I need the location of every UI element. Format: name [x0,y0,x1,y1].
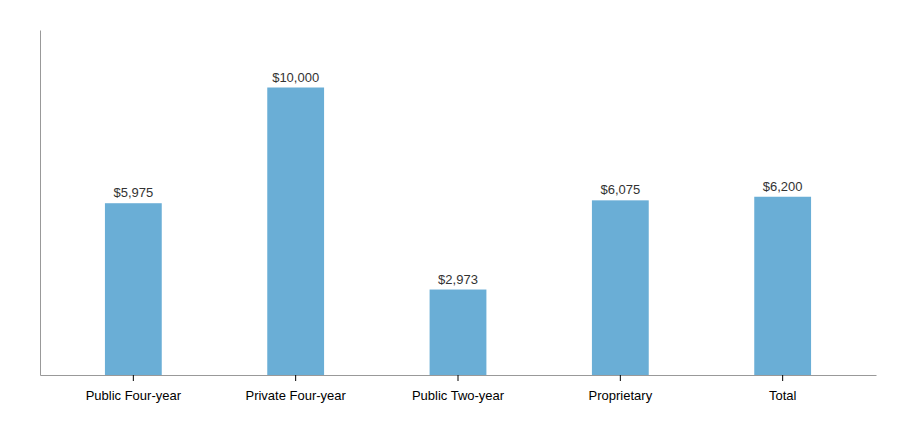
y-axis-line [40,31,41,376]
x-axis: Public Four-year Private Four-year Public … [41,375,877,403]
data-label: $2,973 [438,272,478,287]
data-label: $6,200 [763,179,803,194]
bar [105,203,162,375]
chart: Public Four-year Private Four-year Public … [0,0,900,425]
bar [430,290,487,375]
x-tick: Total [769,375,797,403]
x-tick-mark [133,375,134,381]
x-tick-mark [782,375,783,381]
plot: Public Four-year Private Four-year Public … [41,31,877,403]
data-label: $5,975 [113,185,153,200]
bar [267,88,324,376]
data-labels: $5,975 $10,000 $2,973 $6,075 $6,200 [113,70,802,287]
x-tick: Private Four-year [245,375,346,403]
x-tick-label: Total [769,388,797,403]
x-tick-label: Public Two-year [412,388,505,403]
bars [105,88,811,376]
data-label: $6,075 [600,182,640,197]
x-tick: Proprietary [589,375,653,403]
x-tick-label: Public Four-year [86,388,182,403]
x-tick-label: Proprietary [589,388,653,403]
x-tick: Public Four-year [86,375,182,403]
x-tick-mark [620,375,621,381]
x-tick: Public Two-year [412,375,505,403]
bar [592,200,649,375]
x-tick-label: Private Four-year [245,388,346,403]
bar [754,197,811,375]
x-tick-mark [295,375,296,381]
y-axis [40,31,41,376]
x-tick-mark [458,375,459,381]
data-label: $10,000 [272,70,319,85]
